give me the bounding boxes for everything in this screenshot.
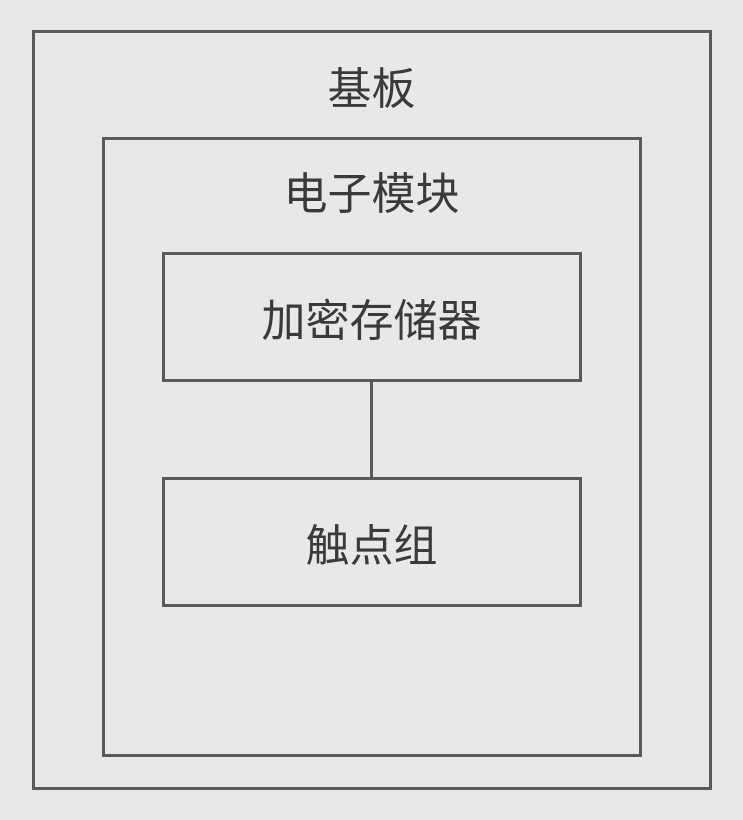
inner-label-top: 加密存储器 — [262, 285, 482, 349]
connector-line — [370, 382, 373, 477]
outer-label: 基板 — [328, 53, 416, 117]
outer-box-substrate: 基板 电子模块 加密存储器 触点组 — [32, 30, 712, 790]
middle-label: 电子模块 — [284, 158, 460, 222]
inner-box-contact-group: 触点组 — [162, 477, 582, 607]
inner-box-encrypted-storage: 加密存储器 — [162, 252, 582, 382]
middle-box-electronic-module: 电子模块 加密存储器 触点组 — [102, 137, 642, 757]
inner-label-bottom: 触点组 — [306, 510, 438, 574]
